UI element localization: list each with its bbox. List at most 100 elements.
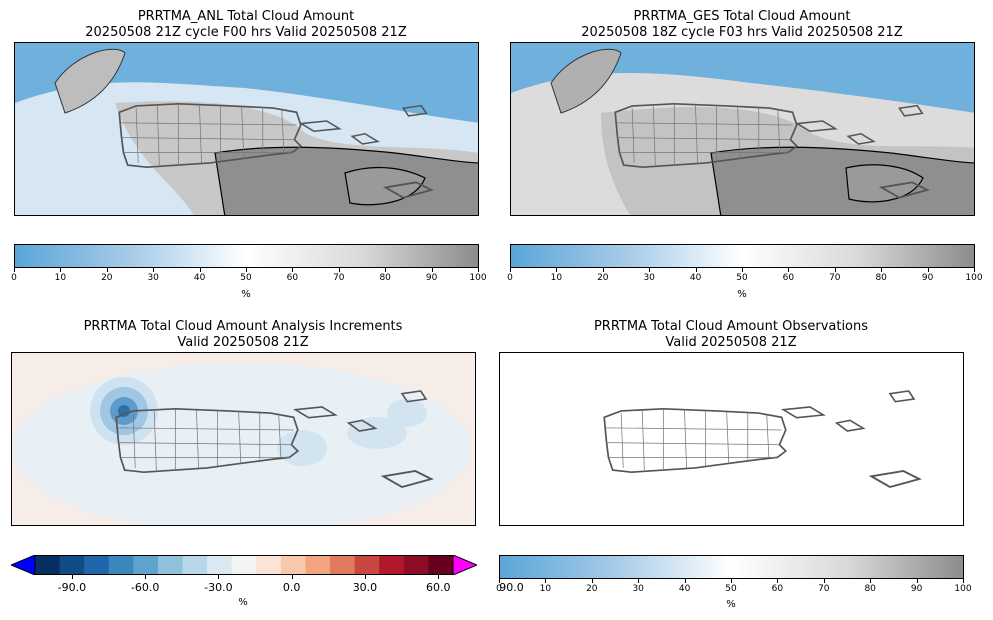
obs-tick-label: 0 bbox=[496, 584, 502, 594]
ges-tick-label: 20 bbox=[597, 273, 609, 283]
increments-tick-label: 30.0 bbox=[352, 581, 378, 594]
obs-tick-mark bbox=[823, 579, 825, 583]
obs-tick-label: 20 bbox=[586, 584, 598, 594]
obs-tick-label: 60 bbox=[771, 584, 784, 594]
obs-tick-label: 40 bbox=[678, 584, 691, 594]
increments-tick-label: -90.0 bbox=[57, 581, 87, 594]
obs-tick-label: 90 bbox=[910, 584, 923, 594]
increments-tick-mark bbox=[364, 575, 366, 579]
obs-title-line2: Valid 20250508 21Z bbox=[665, 335, 797, 350]
ges-tick-label: 60 bbox=[782, 273, 795, 283]
increments-tick-mark bbox=[218, 575, 220, 579]
increments-tick-mark bbox=[438, 575, 440, 579]
ges-tick-label: 10 bbox=[550, 273, 563, 283]
ges-tick-label: 100 bbox=[965, 273, 983, 283]
obs-tick-label: 50 bbox=[725, 584, 737, 594]
increments-tick-label: -60.0 bbox=[130, 581, 160, 594]
increments-colorbar-segment bbox=[157, 555, 184, 575]
obs-colorbar-unit: % bbox=[726, 599, 736, 610]
anl-tick-label: 100 bbox=[469, 273, 487, 283]
increments-colorbar-segment bbox=[354, 555, 380, 575]
ges-tick-label: 30 bbox=[643, 273, 655, 283]
increments-colorbar-segment bbox=[305, 555, 331, 575]
ges-tick-label: 50 bbox=[736, 273, 748, 283]
obs-tick-label: 10 bbox=[539, 584, 552, 594]
anl-title-line2: 20250508 21Z cycle F00 hrs Valid 2025050… bbox=[85, 25, 407, 40]
increments-title-line1: PRRTMA Total Cloud Amount Analysis Incre… bbox=[83, 319, 403, 334]
anl-tick-mark bbox=[478, 268, 479, 272]
increments-tick-mark bbox=[291, 575, 293, 579]
ges-title-line2: 20250508 18Z cycle F03 hrs Valid 2025050… bbox=[581, 25, 903, 40]
increments-colorbar-segment bbox=[84, 555, 110, 575]
increments-title-line2: Valid 20250508 21Z bbox=[177, 335, 309, 350]
obs-colorbar bbox=[499, 555, 964, 579]
obs-tick-mark bbox=[777, 579, 779, 583]
ges-tick-mark bbox=[881, 268, 883, 272]
ges-title-line1: PRRTMA_GES Total Cloud Amount bbox=[633, 9, 851, 24]
increments-colorbar bbox=[11, 555, 477, 575]
obs-map bbox=[499, 352, 964, 526]
increments-colorbar-segment bbox=[403, 555, 429, 575]
obs-tick-mark bbox=[731, 579, 732, 583]
anl-tick-label: 20 bbox=[101, 273, 113, 283]
ges-tick-mark bbox=[834, 268, 836, 272]
obs-tick-mark bbox=[591, 579, 593, 583]
increments-colorbar-segment bbox=[108, 555, 134, 575]
anl-title-line1: PRRTMA_ANL Total Cloud Amount bbox=[137, 9, 355, 24]
anl-tick-label: 40 bbox=[193, 273, 206, 283]
ges-tick-mark bbox=[788, 268, 790, 272]
ges-tick-mark bbox=[695, 268, 697, 272]
increments-overflow-arrow bbox=[452, 555, 477, 575]
anl-colorbar-unit: % bbox=[241, 289, 251, 300]
increments-colorbar-segment bbox=[330, 555, 356, 575]
ges-tick-label: 0 bbox=[507, 273, 513, 283]
obs-tick-mark bbox=[916, 579, 918, 583]
obs-tick-mark bbox=[545, 579, 547, 583]
increments-colorbar-segment bbox=[231, 555, 257, 575]
increments-colorbar-segment bbox=[59, 555, 85, 575]
ges-tick-label: 80 bbox=[875, 273, 887, 283]
obs-tick-label: 80 bbox=[864, 584, 876, 594]
increments-tick-label: -30.0 bbox=[204, 581, 233, 594]
anl-tick-label: 10 bbox=[54, 273, 67, 283]
increments-map bbox=[11, 352, 476, 526]
increments-tick-label: 60.0 bbox=[425, 581, 451, 594]
anl-tick-mark bbox=[338, 268, 340, 272]
anl-tick-mark bbox=[14, 268, 15, 272]
anl-tick-label: 50 bbox=[240, 273, 252, 283]
anl-tick-mark bbox=[385, 268, 387, 272]
anl-tick-label: 30 bbox=[147, 273, 159, 283]
ges-colorbar-unit: % bbox=[737, 289, 747, 300]
obs-tick-mark bbox=[499, 579, 500, 583]
obs-tick-mark bbox=[870, 579, 872, 583]
increments-colorbar-segment bbox=[35, 555, 61, 575]
ges-tick-mark bbox=[742, 268, 743, 272]
increments-underflow-arrow bbox=[11, 555, 36, 575]
anl-tick-mark bbox=[431, 268, 433, 272]
anl-tick-mark bbox=[153, 268, 155, 272]
ges-tick-mark bbox=[974, 268, 975, 272]
increments-colorbar-segment bbox=[428, 555, 454, 575]
increments-tick-label: 90.0 bbox=[499, 581, 524, 594]
increments-colorbar-unit: % bbox=[238, 597, 248, 608]
anl-tick-label: 0 bbox=[11, 273, 17, 283]
obs-tick-mark bbox=[963, 579, 964, 583]
anl-map bbox=[14, 42, 479, 216]
anl-tick-mark bbox=[292, 268, 294, 272]
ges-tick-mark bbox=[602, 268, 604, 272]
anl-tick-label: 60 bbox=[286, 273, 299, 283]
anl-tick-mark bbox=[106, 268, 108, 272]
obs-tick-label: 70 bbox=[818, 584, 830, 594]
increments-colorbar-segment bbox=[280, 555, 306, 575]
ges-tick-mark bbox=[510, 268, 511, 272]
obs-title-line1: PRRTMA Total Cloud Amount Observations bbox=[593, 319, 869, 334]
increments-tick-label: 0.0 bbox=[282, 581, 301, 594]
obs-tick-mark bbox=[684, 579, 686, 583]
ges-colorbar bbox=[510, 244, 975, 268]
ges-tick-label: 40 bbox=[689, 273, 702, 283]
anl-colorbar bbox=[14, 244, 479, 268]
increments-colorbar-segment bbox=[133, 555, 159, 575]
increments-colorbar-segment bbox=[379, 555, 405, 575]
increments-colorbar-segment bbox=[182, 555, 208, 575]
anl-tick-mark bbox=[246, 268, 247, 272]
